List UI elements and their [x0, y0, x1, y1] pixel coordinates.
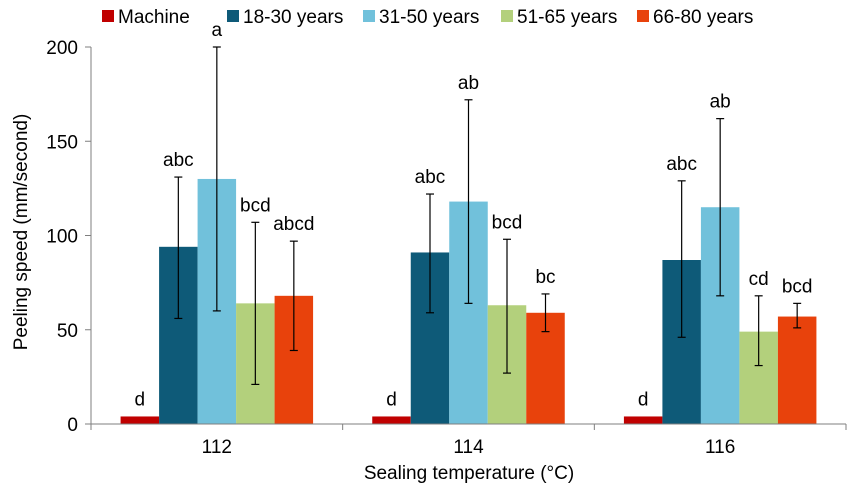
x-axis-title: Sealing temperature (°C)	[364, 463, 574, 484]
legend-label: 18-30 years	[243, 7, 343, 28]
significance-label: abc	[415, 167, 446, 188]
significance-label: d	[638, 389, 649, 410]
y-tick-label: 0	[67, 415, 78, 436]
legend-swatch	[227, 10, 239, 22]
significance-label: cd	[749, 269, 769, 290]
significance-label: abc	[163, 150, 194, 171]
y-tick-label: 200	[46, 38, 78, 59]
legend-label: Machine	[118, 7, 190, 28]
bar	[372, 416, 411, 424]
significance-label: abc	[666, 154, 697, 175]
y-tick-label: 50	[57, 321, 78, 342]
y-axis: 0 50 100 150 200	[46, 38, 92, 436]
y-tick-label: 150	[46, 132, 78, 153]
x-tick-label: 114	[453, 437, 484, 458]
bar	[120, 416, 160, 424]
legend-swatch	[637, 10, 649, 22]
legend-label: 51-65 years	[517, 7, 617, 28]
bar	[777, 316, 817, 424]
legend-swatch	[501, 10, 513, 22]
legend-label: 66-80 years	[653, 7, 753, 28]
significance-label: d	[135, 389, 146, 410]
significance-label: abcd	[273, 214, 314, 235]
bar	[623, 416, 663, 424]
y-axis-title: Peeling speed (mm/second)	[11, 114, 32, 351]
legend-swatch	[102, 10, 114, 22]
y-tick-label: 100	[46, 227, 78, 248]
legend: Machine 18-30 years 31-50 years 51-65 years…	[102, 7, 753, 28]
significance-label: ab	[710, 92, 731, 113]
significance-label: bcd	[240, 195, 271, 216]
significance-label: bc	[535, 267, 555, 288]
legend-label: 31-50 years	[379, 7, 479, 28]
significance-label: a	[212, 20, 223, 41]
significance-label: d	[386, 389, 397, 410]
significance-label: bcd	[782, 276, 813, 297]
significance-label: ab	[458, 73, 479, 94]
legend-swatch	[363, 10, 375, 22]
x-tick-label: 112	[202, 437, 232, 458]
significance-label: bcd	[492, 212, 523, 233]
x-tick-label: 116	[705, 437, 735, 458]
x-axis: 112 114 116	[90, 423, 847, 458]
